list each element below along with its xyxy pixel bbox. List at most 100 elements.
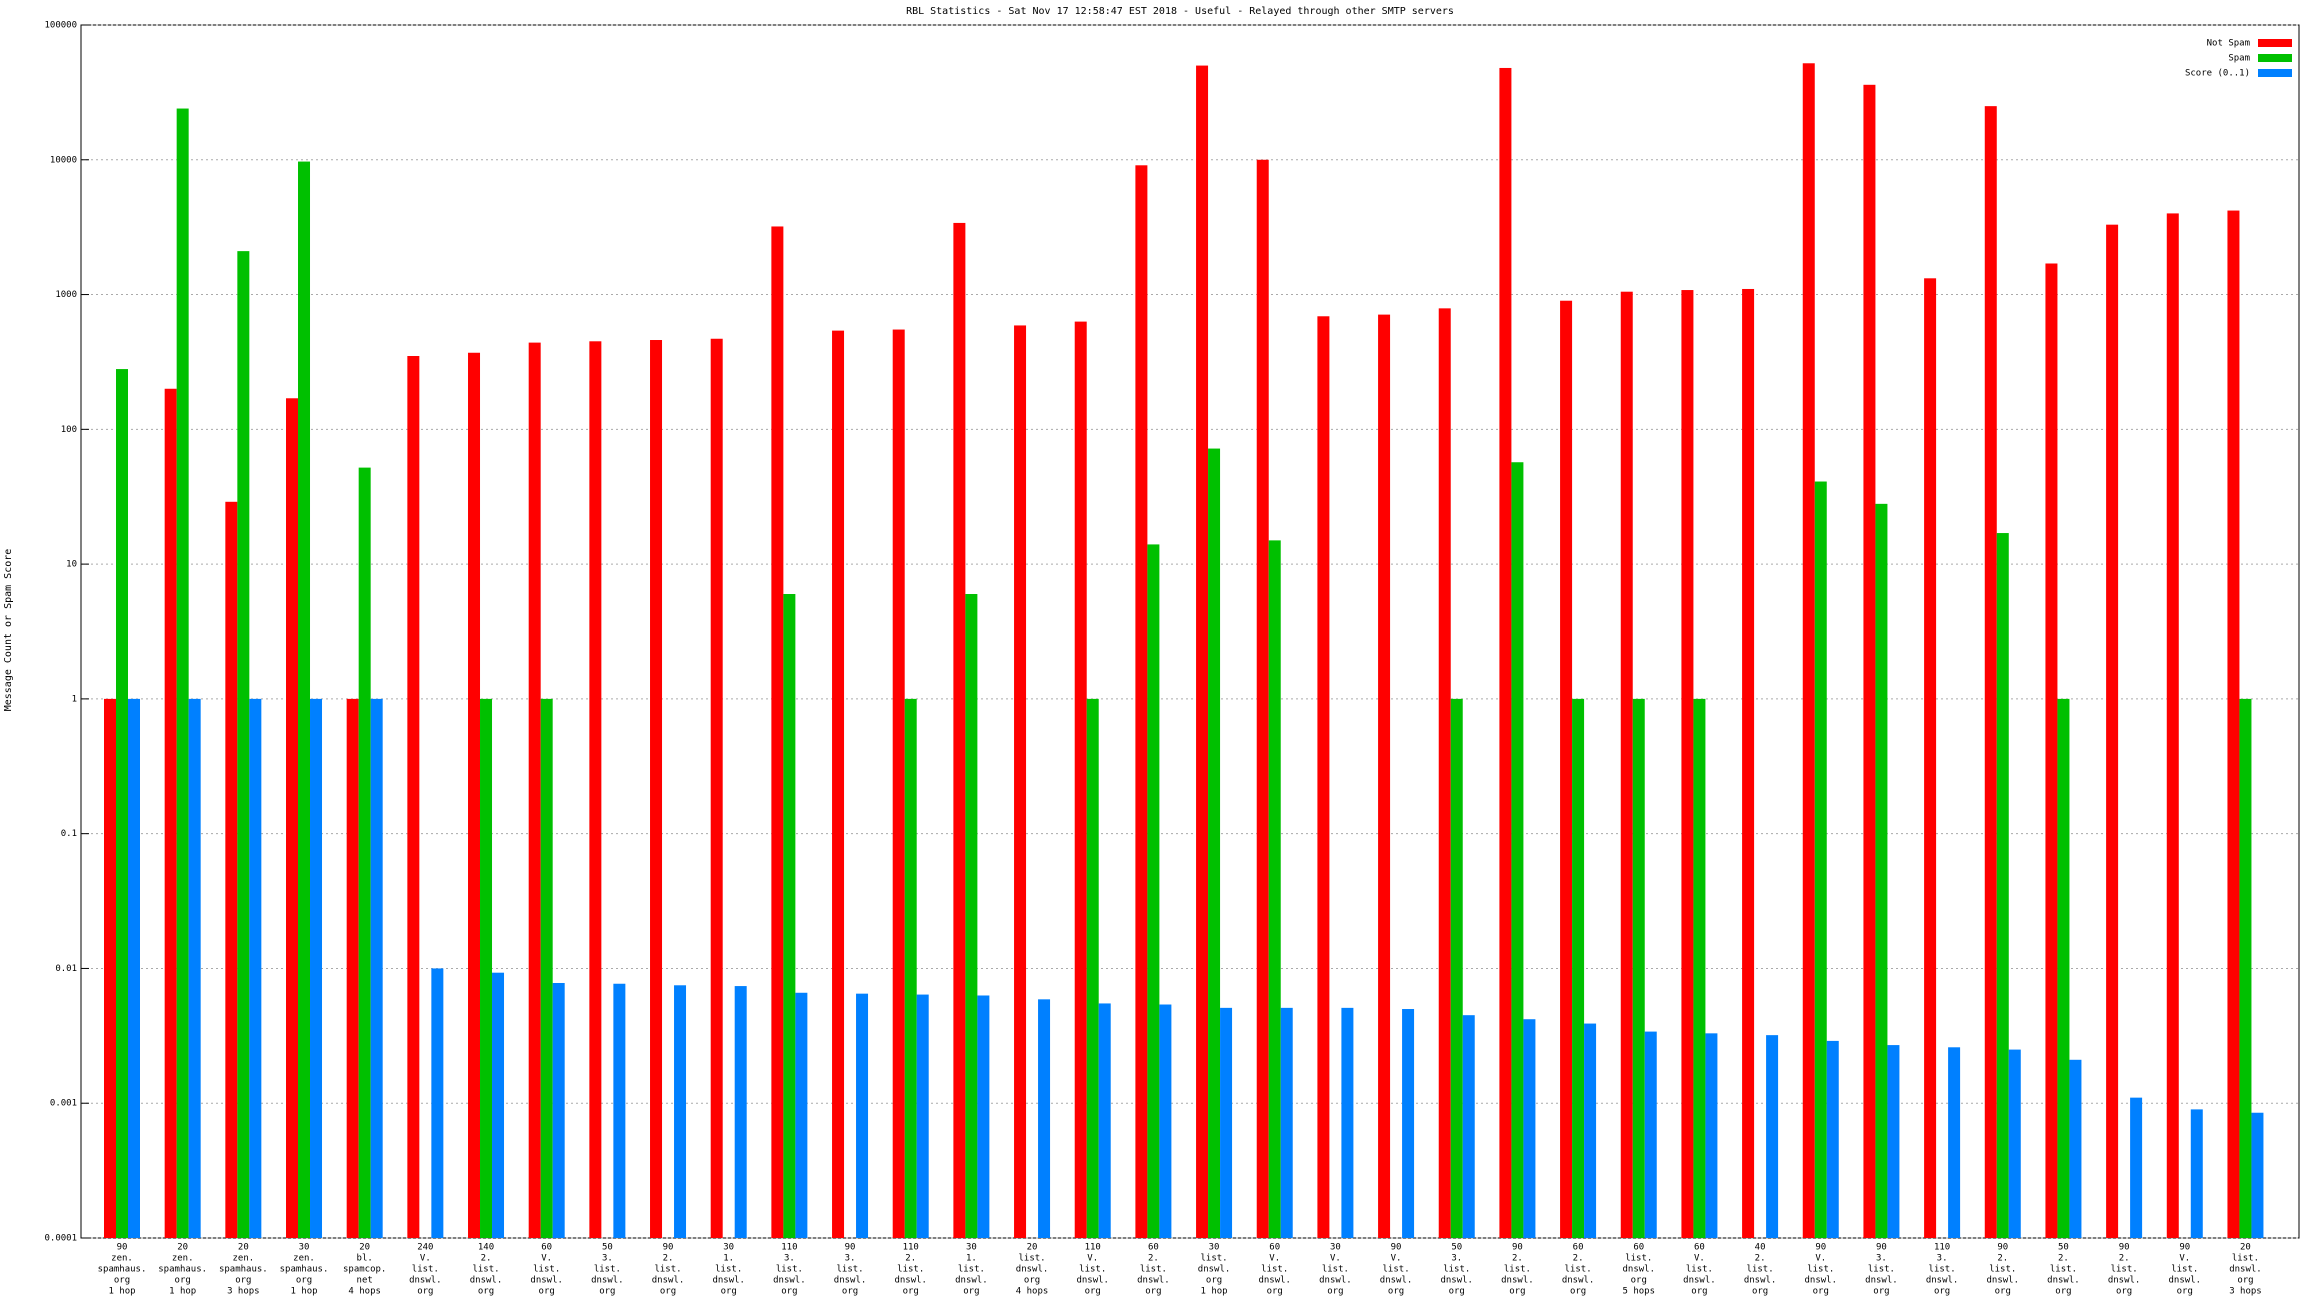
bar (2239, 698, 2252, 1238)
y-axis-label: Message Count or Spam Score (3, 549, 14, 712)
x-tick-label: org (1388, 1287, 1404, 1296)
bar (1644, 1031, 1657, 1238)
bar (1378, 314, 1391, 1238)
x-tick-label: 60 (1148, 1243, 1159, 1253)
x-tick-label: 110 (1085, 1243, 1101, 1253)
x-tick-label: zen. (293, 1254, 315, 1264)
x-tick-label: 50 (2058, 1243, 2069, 1253)
bar (176, 108, 189, 1239)
bar (492, 972, 505, 1238)
x-tick-label: 90 (1815, 1243, 1826, 1253)
y-tick-label: 1000 (55, 290, 77, 300)
x-tick-label: dnswl. (1622, 1265, 1655, 1275)
x-tick-label: 50 (602, 1243, 613, 1253)
x-tick-label: 20 (359, 1243, 370, 1253)
x-tick-label: list. (1443, 1265, 1470, 1275)
x-tick-label: list. (1201, 1254, 1228, 1264)
x-tick-label: 20 (1027, 1243, 1038, 1253)
bar (1632, 698, 1645, 1238)
bar (431, 968, 444, 1238)
x-tick-label: 3. (784, 1254, 795, 1264)
bar (346, 698, 359, 1238)
x-tick-label: 30 (966, 1243, 977, 1253)
bar (2190, 1109, 2203, 1238)
x-tick-label: 140 (478, 1243, 494, 1253)
bar (916, 994, 929, 1238)
legend-swatch (2258, 39, 2292, 47)
bar (771, 226, 784, 1239)
bar (1924, 278, 1937, 1238)
bar (1220, 1007, 1233, 1238)
bar (1438, 308, 1451, 1238)
x-tick-label: 110 (781, 1243, 797, 1253)
x-tick-label: 30 (1330, 1243, 1341, 1253)
bar (734, 986, 747, 1238)
x-tick-label: org (417, 1287, 433, 1296)
x-tick-label: org (296, 1276, 312, 1286)
x-tick-label: 1. (966, 1254, 977, 1264)
x-tick-label: org (2237, 1276, 2253, 1286)
x-tick-label: org (2177, 1287, 2193, 1296)
x-tick-label: list. (1747, 1265, 1774, 1275)
x-tick-label: list. (1261, 1265, 1288, 1275)
x-tick-label: 3. (602, 1254, 613, 1264)
x-tick-label: 20 (2240, 1243, 2251, 1253)
x-tick-label: org (781, 1287, 797, 1296)
x-tick-label: 110 (903, 1243, 919, 1253)
x-tick-label: list. (1686, 1265, 1713, 1275)
bar (1511, 462, 1524, 1239)
x-tick-label: list. (2232, 1254, 2259, 1264)
x-tick-label: 30 (299, 1243, 310, 1253)
x-tick-label: 90 (845, 1243, 856, 1253)
bar (2057, 698, 2070, 1238)
x-tick-label: org (599, 1287, 615, 1296)
x-tick-label: 90 (1512, 1243, 1523, 1253)
x-tick-label: 1 hop (108, 1287, 135, 1296)
x-tick-label: list. (1383, 1265, 1410, 1275)
x-tick-label: dnswl. (1987, 1276, 2020, 1286)
x-tick-label: 60 (1633, 1243, 1644, 1253)
x-tick-label: dnswl. (2169, 1276, 2202, 1286)
bar (1584, 1023, 1597, 1238)
x-tick-label: org (842, 1287, 858, 1296)
bar (1317, 316, 1330, 1238)
x-tick-label: list. (1625, 1254, 1652, 1264)
x-tick-label: 2. (905, 1254, 916, 1264)
bar (1984, 106, 1997, 1239)
bar (2045, 263, 2058, 1238)
x-tick-label: bl. (357, 1254, 373, 1264)
bar (2227, 210, 2240, 1238)
x-tick-label: list. (776, 1265, 803, 1275)
x-tick-label: list. (1807, 1265, 1834, 1275)
x-tick-label: dnswl. (955, 1276, 988, 1286)
bar (407, 356, 420, 1238)
x-tick-label: list. (1989, 1265, 2016, 1275)
x-tick-label: org (963, 1287, 979, 1296)
x-tick-label: org (721, 1287, 737, 1296)
bar (2166, 213, 2179, 1238)
bar (892, 329, 905, 1238)
bar (783, 594, 796, 1238)
x-tick-label: 2. (1573, 1254, 1584, 1264)
x-tick-label: 90 (1391, 1243, 1402, 1253)
bar (856, 993, 869, 1238)
bar (2008, 1049, 2021, 1238)
x-tick-label: dnswl. (712, 1276, 745, 1286)
x-tick-label: org (1085, 1287, 1101, 1296)
bar (188, 698, 201, 1238)
x-tick-label: org (539, 1287, 555, 1296)
x-tick-label: 1 hop (1201, 1287, 1228, 1296)
x-tick-label: dnswl. (2229, 1265, 2262, 1275)
y-tick-label: 0.01 (55, 964, 77, 974)
x-tick-label: org (114, 1276, 130, 1286)
x-tick-label: spamhaus. (280, 1265, 329, 1275)
y-tick-label: 0.0001 (44, 1234, 77, 1244)
bar (1208, 448, 1221, 1238)
bar (953, 222, 966, 1238)
x-tick-label: 60 (541, 1243, 552, 1253)
x-tick-label: org (2116, 1287, 2132, 1296)
y-tick-label: 100000 (44, 21, 77, 31)
x-tick-label: dnswl. (1744, 1276, 1777, 1286)
bar (1693, 698, 1706, 1238)
x-tick-label: org (1509, 1287, 1525, 1296)
